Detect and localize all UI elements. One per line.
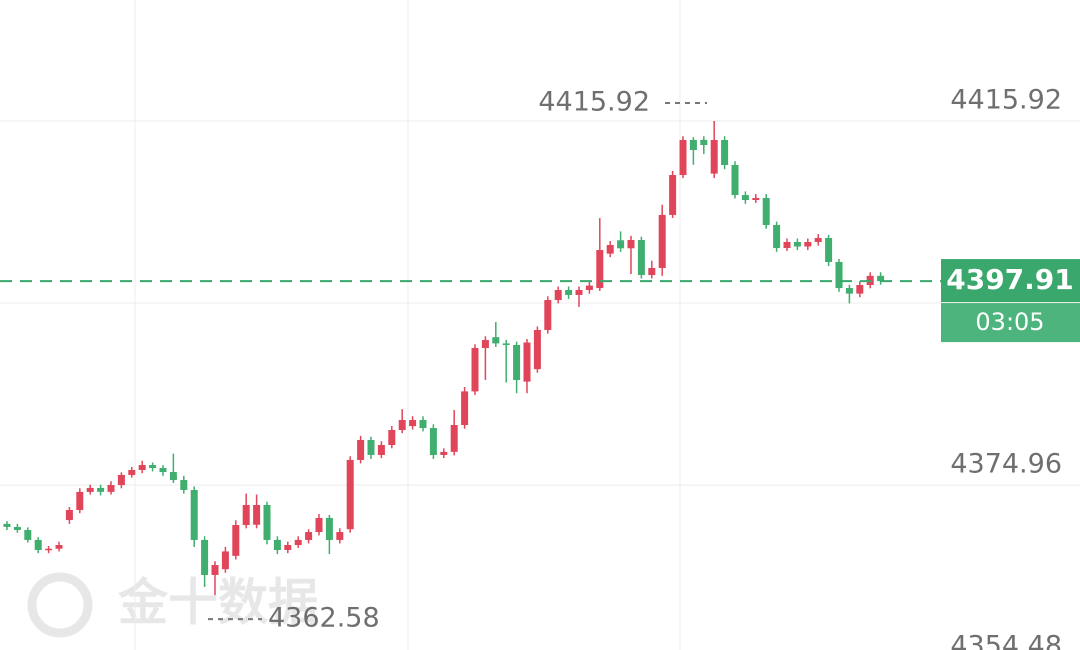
candle-body: [617, 240, 625, 249]
y-tick-label: 4415.92: [950, 84, 1062, 115]
last-price-label: 4397.91: [946, 263, 1074, 296]
candle-body: [97, 487, 105, 492]
candle-body: [554, 289, 562, 301]
candle-body: [24, 529, 32, 540]
candle-body: [190, 489, 198, 540]
candle-body: [762, 197, 770, 225]
candle-body: [471, 348, 479, 392]
candle-body: [273, 539, 281, 550]
candle-body: [45, 548, 53, 551]
candle-body: [242, 505, 250, 526]
candle-body: [409, 420, 417, 427]
candle-body: [367, 440, 375, 455]
candle-body: [284, 545, 292, 550]
candle-body: [211, 565, 219, 575]
candle-body: [544, 300, 552, 330]
watermark-text: 金十数据: [118, 574, 318, 632]
candle-body: [55, 545, 63, 549]
candle-body: [856, 284, 864, 294]
candle-body: [492, 337, 500, 344]
candle-body: [606, 244, 614, 254]
candle-body: [221, 551, 229, 570]
candle-body: [450, 425, 458, 452]
candle-body: [398, 420, 406, 430]
candle-body: [752, 197, 760, 201]
candle-body: [773, 224, 781, 249]
candle-body: [377, 445, 385, 455]
candle-body: [523, 342, 531, 382]
candle-body: [793, 241, 801, 247]
candle-body: [65, 509, 73, 521]
candle-body: [845, 288, 853, 294]
candle-body: [128, 469, 136, 475]
candle-body: [565, 289, 573, 295]
low-label: 4362.58: [268, 603, 380, 634]
candle-body: [658, 214, 666, 269]
candle-body: [325, 517, 333, 540]
candle-body: [232, 525, 240, 556]
candle-body: [138, 465, 146, 470]
candle-body: [533, 329, 541, 370]
candle-body: [502, 343, 510, 346]
candle-body: [721, 140, 729, 165]
candle-body: [315, 517, 323, 533]
candle-body: [357, 440, 365, 460]
candle-body: [700, 139, 708, 145]
candles: [3, 120, 885, 596]
candle-body: [825, 237, 833, 262]
candle-body: [731, 164, 739, 196]
candle-body: [419, 420, 427, 429]
candle-body: [76, 491, 84, 510]
candle-body: [253, 505, 261, 525]
candle-body: [877, 275, 885, 282]
candle-body: [305, 532, 313, 540]
candle-body: [263, 505, 271, 540]
candle-body: [13, 526, 21, 530]
candle-body: [689, 140, 697, 150]
candle-body: [627, 240, 635, 249]
countdown-label: 03:05: [975, 308, 1044, 336]
watermark: 金十数据: [27, 572, 318, 638]
candle-body: [169, 472, 177, 481]
y-tick-label: 4374.96: [950, 449, 1062, 480]
last-price-box: [941, 259, 1080, 303]
candle-body: [669, 175, 677, 215]
candle-body: [585, 285, 593, 290]
candle-body: [346, 459, 354, 530]
candle-body: [149, 465, 157, 469]
candle-body: [679, 140, 687, 176]
candle-body: [596, 249, 604, 289]
candle-body: [741, 195, 749, 201]
candle-body: [201, 539, 209, 575]
candle-body: [336, 532, 344, 540]
candle-body: [440, 451, 448, 455]
candle-body: [86, 487, 94, 492]
candle-body: [710, 140, 718, 174]
candle-body: [835, 261, 843, 289]
countdown-box: [941, 303, 1080, 343]
candle-body: [783, 241, 791, 249]
candle-body: [3, 523, 11, 527]
candle-body: [429, 428, 437, 455]
candle-body: [107, 485, 115, 492]
candle-body: [481, 340, 489, 349]
candle-body: [34, 539, 42, 550]
candle-body: [814, 237, 822, 242]
candle-body: [461, 391, 469, 426]
candle-body: [294, 539, 302, 546]
watermark-logo: [27, 572, 93, 638]
candle-body: [637, 240, 645, 276]
candle-body: [513, 345, 521, 381]
candle-body: [180, 480, 188, 490]
candle-body: [159, 468, 167, 473]
candle-body: [648, 268, 656, 276]
candle-body: [117, 474, 125, 486]
candle-body: [804, 241, 812, 247]
candle-body: [575, 289, 583, 295]
high-label: 4415.92: [538, 86, 650, 117]
candle-body: [388, 429, 396, 446]
y-tick-label: 4354.48: [950, 631, 1062, 650]
